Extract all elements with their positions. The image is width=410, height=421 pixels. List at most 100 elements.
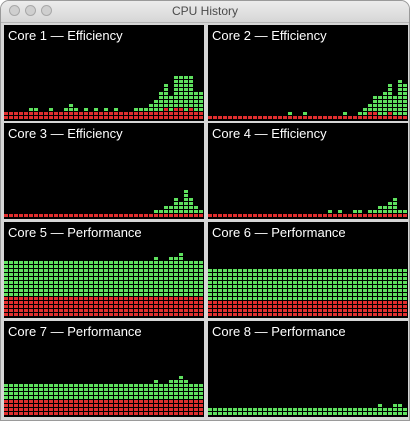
user-load-cell xyxy=(154,210,158,213)
user-load-cell xyxy=(338,297,342,300)
system-load-cell xyxy=(124,112,128,115)
system-load-cell xyxy=(129,408,133,411)
title-bar[interactable]: CPU History xyxy=(1,1,409,23)
system-load-cell xyxy=(139,301,143,304)
zoom-button[interactable] xyxy=(41,5,52,16)
user-load-cell xyxy=(393,198,397,201)
user-load-cell xyxy=(199,285,203,288)
system-load-cell xyxy=(34,408,38,411)
user-load-cell xyxy=(54,384,58,387)
user-load-cell xyxy=(19,293,23,296)
user-load-cell xyxy=(323,408,327,411)
system-load-cell xyxy=(89,112,93,115)
system-load-cell xyxy=(4,404,8,407)
system-load-cell xyxy=(164,116,168,119)
user-load-cell xyxy=(179,206,183,209)
user-load-cell xyxy=(378,206,382,209)
user-load-cell xyxy=(298,412,302,415)
system-load-cell xyxy=(139,412,143,415)
user-load-cell xyxy=(69,108,73,111)
system-load-cell xyxy=(174,309,178,312)
system-load-cell xyxy=(144,214,148,217)
user-load-cell xyxy=(398,210,402,213)
user-load-cell xyxy=(84,265,88,268)
user-load-cell xyxy=(144,265,148,268)
system-load-cell xyxy=(333,301,337,304)
user-load-cell xyxy=(104,384,108,387)
system-load-cell xyxy=(134,116,138,119)
user-load-cell xyxy=(184,277,188,280)
user-load-cell xyxy=(208,277,212,280)
user-load-cell xyxy=(238,289,242,292)
system-load-cell xyxy=(19,400,23,403)
user-load-cell xyxy=(194,210,198,213)
system-load-cell xyxy=(104,214,108,217)
user-load-cell xyxy=(233,408,237,411)
user-load-cell xyxy=(179,88,183,91)
system-load-cell xyxy=(189,313,193,316)
system-load-cell xyxy=(134,305,138,308)
system-load-cell xyxy=(194,400,198,403)
system-load-cell xyxy=(64,400,68,403)
system-load-cell xyxy=(99,313,103,316)
user-load-cell xyxy=(403,269,407,272)
minimize-button[interactable] xyxy=(25,5,36,16)
user-load-cell xyxy=(174,80,178,83)
user-load-cell xyxy=(69,384,73,387)
system-load-cell xyxy=(14,412,18,415)
user-load-cell xyxy=(373,269,377,272)
user-load-cell xyxy=(208,297,212,300)
system-load-cell xyxy=(179,408,183,411)
user-load-cell xyxy=(308,273,312,276)
system-load-cell xyxy=(154,297,158,300)
user-load-cell xyxy=(164,104,168,107)
system-load-cell xyxy=(323,309,327,312)
user-load-cell xyxy=(403,104,407,107)
system-load-cell xyxy=(248,305,252,308)
user-load-cell xyxy=(194,261,198,264)
system-load-cell xyxy=(154,400,158,403)
user-load-cell xyxy=(194,273,198,276)
user-load-cell xyxy=(194,281,198,284)
system-load-cell xyxy=(288,309,292,312)
system-load-cell xyxy=(298,313,302,316)
system-load-cell xyxy=(174,408,178,411)
user-load-cell xyxy=(179,210,183,213)
user-load-cell xyxy=(278,297,282,300)
system-load-cell xyxy=(164,112,168,115)
user-load-cell xyxy=(129,384,133,387)
user-load-cell xyxy=(4,273,8,276)
user-load-cell xyxy=(84,281,88,284)
system-load-cell xyxy=(398,301,402,304)
user-load-cell xyxy=(358,112,362,115)
user-load-cell xyxy=(318,273,322,276)
system-load-cell xyxy=(34,309,38,312)
system-load-cell xyxy=(139,404,143,407)
user-load-cell xyxy=(213,277,217,280)
user-load-cell xyxy=(328,281,332,284)
system-load-cell xyxy=(139,400,143,403)
system-load-cell xyxy=(94,297,98,300)
system-load-cell xyxy=(313,214,317,217)
system-load-cell xyxy=(278,305,282,308)
system-load-cell xyxy=(174,116,178,119)
user-load-cell xyxy=(288,285,292,288)
user-load-cell xyxy=(403,96,407,99)
user-load-cell xyxy=(363,285,367,288)
user-load-cell xyxy=(184,269,188,272)
system-load-cell xyxy=(49,116,53,119)
system-load-cell xyxy=(194,301,198,304)
system-load-cell xyxy=(189,116,193,119)
system-load-cell xyxy=(303,309,307,312)
system-load-cell xyxy=(44,412,48,415)
system-load-cell xyxy=(124,305,128,308)
user-load-cell xyxy=(139,285,143,288)
user-load-cell xyxy=(159,96,163,99)
system-load-cell xyxy=(358,214,362,217)
user-load-cell xyxy=(109,277,113,280)
user-load-cell xyxy=(9,392,13,395)
user-load-cell xyxy=(388,92,392,95)
close-button[interactable] xyxy=(9,5,20,16)
core-6-graph: Core 6 — Performance xyxy=(208,222,408,318)
system-load-cell xyxy=(243,116,247,119)
